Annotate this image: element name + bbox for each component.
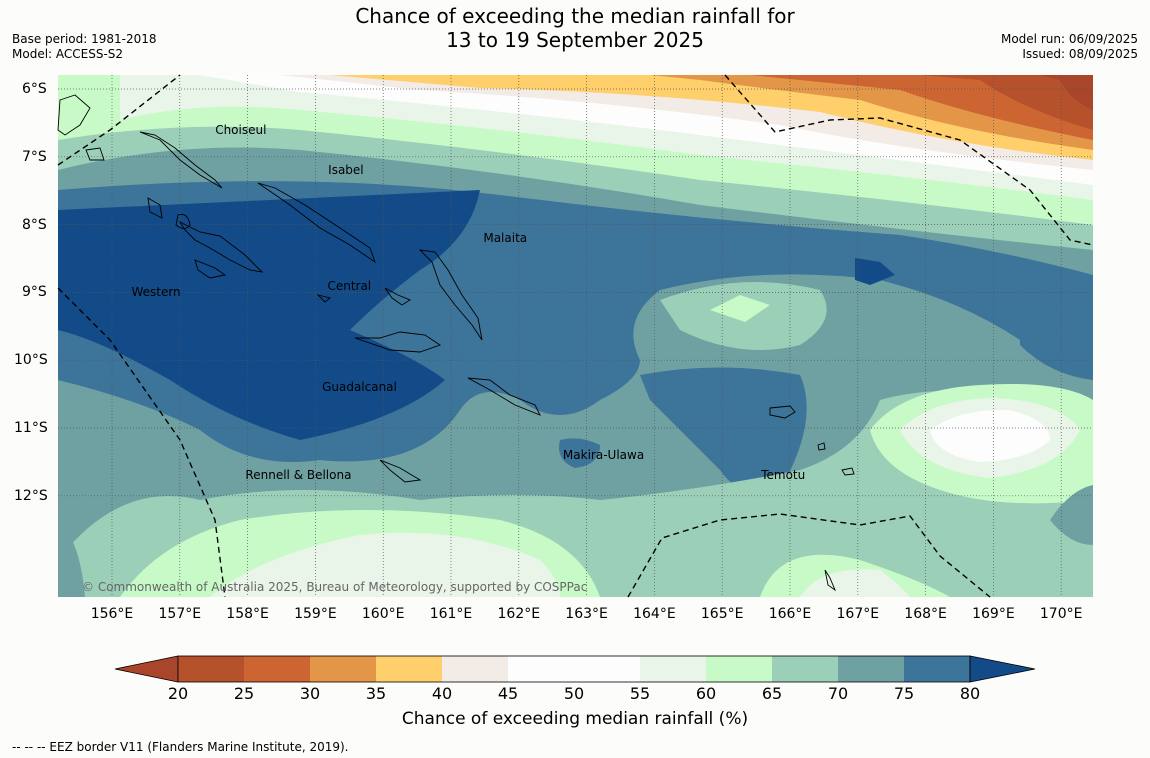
longitude-label: 161°E — [429, 606, 473, 622]
longitude-label: 158°E — [226, 606, 269, 622]
map-title-line1: Chance of exceeding the median rainfall … — [355, 4, 795, 28]
latitude-label: 6°S — [22, 81, 47, 97]
copyright-notice: © Commonwealth of Australia 2025, Bureau… — [82, 580, 588, 594]
map-title-line2: 13 to 19 September 2025 — [446, 28, 704, 52]
colorbar-label: Chance of exceeding median rainfall (%) — [401, 709, 749, 729]
longitude-label: 170°E — [1039, 606, 1083, 622]
colorbar-swatch — [508, 656, 574, 682]
colorbar-frame — [177, 655, 971, 683]
colorbar-swatch — [310, 656, 376, 682]
province-label: Rennell & Bellona — [245, 468, 352, 483]
colorbar-tick-label: 80 — [959, 684, 981, 703]
latitude-label: 11°S — [14, 420, 48, 436]
longitude-label: 169°E — [972, 606, 1015, 622]
latitude-label: 9°S — [22, 284, 47, 301]
longitude-label: 163°E — [565, 606, 608, 622]
eez-footnote: -- -- -- EEZ border V11 (Flanders Marine… — [12, 740, 349, 754]
colorbar-extend-low — [114, 655, 179, 683]
province-label: Isabel — [328, 163, 364, 178]
colorbar-tick-label: 65 — [761, 684, 783, 703]
longitude-label: 164°E — [633, 606, 676, 622]
colorbar-swatch — [772, 656, 838, 682]
colorbar-extend-high — [969, 655, 1036, 683]
colorbar-tick-label: 40 — [431, 684, 453, 703]
longitude-label: 168°E — [904, 606, 947, 622]
latitude-label: 10°S — [14, 352, 48, 369]
province-label: Central — [327, 278, 372, 293]
colorbar-tick-label: 50 — [563, 684, 585, 703]
contour-field — [58, 75, 1093, 597]
province-label: Malaita — [483, 231, 528, 246]
colorbar-swatch — [838, 656, 904, 682]
colorbar-swatch — [442, 656, 508, 682]
province-label: Western — [131, 285, 181, 300]
latitude-label: 7°S — [22, 148, 47, 165]
latitude-label: 8°S — [22, 216, 47, 233]
colorbar-tick-label: 75 — [893, 684, 915, 703]
issued-text: Issued: 08/09/2025 — [1022, 47, 1138, 61]
colorbar-tick-label: 20 — [167, 684, 189, 703]
province-label: Temotu — [761, 468, 806, 483]
longitude-label: 165°E — [700, 606, 744, 622]
colorbar-swatch — [376, 656, 442, 682]
eez-borders — [57, 74, 1094, 598]
colorbar-tick-label: 55 — [629, 684, 651, 703]
colorbar-tick-label: 25 — [233, 684, 255, 703]
colorbar-tick-label: 70 — [827, 684, 849, 703]
longitude-label: 167°E — [836, 606, 880, 622]
model-text: Model: ACCESS-S2 — [12, 47, 124, 61]
island-outlines — [57, 94, 855, 592]
colorbar-swatch — [244, 656, 310, 682]
colorbar-swatch — [640, 656, 706, 682]
colorbar-tick-label: 60 — [695, 684, 717, 703]
model-run-text: Model run: 06/09/2025 — [1000, 32, 1138, 46]
longitude-label: 162°E — [497, 606, 541, 622]
province-label: Choiseul — [215, 122, 267, 137]
province-label: Guadalcanal — [322, 380, 397, 395]
colorbar-tick-label: 45 — [497, 684, 519, 703]
longitude-label: 157°E — [158, 606, 202, 622]
longitude-label: 166°E — [768, 606, 812, 622]
longitude-label: 159°E — [294, 606, 337, 622]
latitude-label: 12°S — [14, 487, 48, 504]
colorbar-swatch — [178, 656, 244, 682]
base-period-text: Base period: 1981-2018 — [12, 32, 157, 46]
colorbar — [114, 655, 1036, 683]
colorbar-tick-label: 35 — [365, 684, 387, 703]
longitude-label: 156°E — [90, 606, 134, 622]
colorbar-swatch — [574, 656, 640, 682]
colorbar-tick-label: 30 — [299, 684, 321, 703]
colorbar-swatch — [904, 656, 970, 682]
colorbar-swatch — [706, 656, 772, 682]
longitude-label: 160°E — [361, 606, 405, 622]
province-label: Makira-Ulawa — [562, 448, 645, 463]
graticule — [58, 75, 1093, 597]
